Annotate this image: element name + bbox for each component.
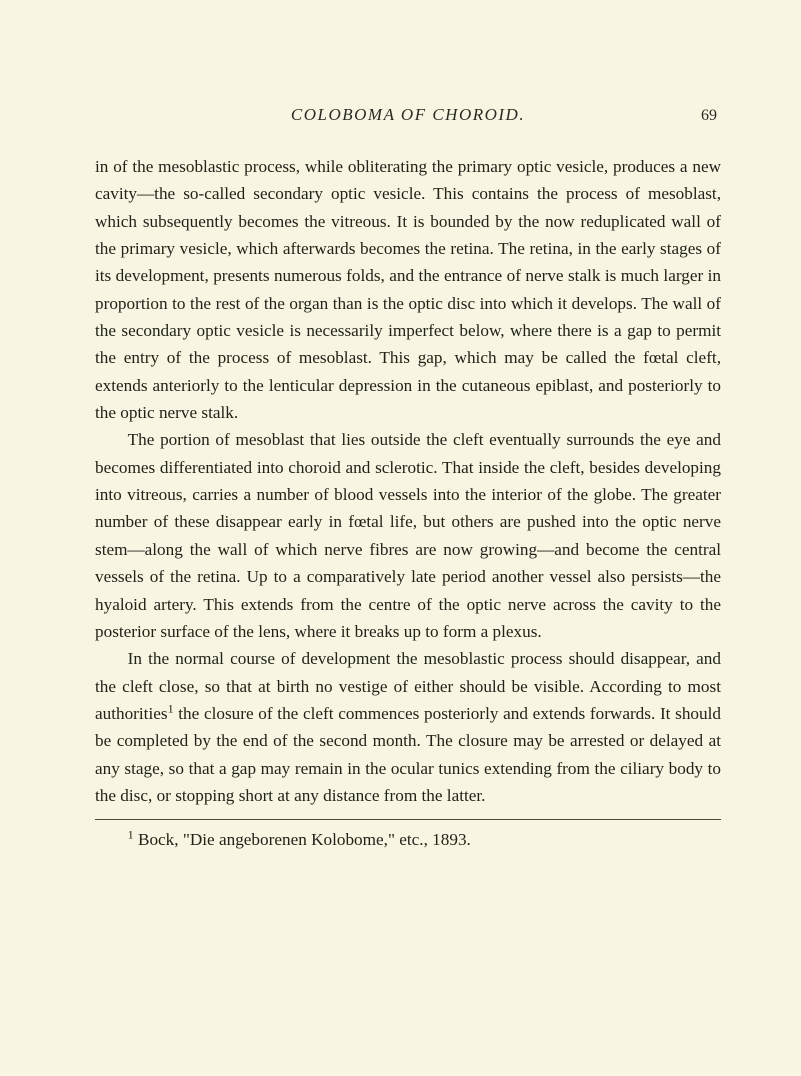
page: COLOBOMA OF CHOROID. 69 in of the mesobl… — [0, 0, 801, 1076]
paragraph-2: The portion of mesoblast that lies outsi… — [95, 426, 721, 645]
paragraph-3: In the normal course of development the … — [95, 645, 721, 809]
footnote-text: Bock, "Die angeborenen Kolobome," etc., … — [134, 830, 471, 849]
footnote: 1 Bock, "Die angeborenen Kolobome," etc.… — [95, 826, 721, 853]
footnote-rule — [95, 819, 721, 820]
body-text: in of the mesoblastic process, while obl… — [95, 153, 721, 854]
running-title: COLOBOMA OF CHOROID. — [139, 105, 677, 125]
running-head: COLOBOMA OF CHOROID. 69 — [95, 105, 721, 125]
paragraph-3-post: the closure of the cleft commences poste… — [95, 704, 721, 805]
paragraph-1: in of the mesoblastic process, while obl… — [95, 153, 721, 426]
page-number: 69 — [677, 107, 717, 125]
